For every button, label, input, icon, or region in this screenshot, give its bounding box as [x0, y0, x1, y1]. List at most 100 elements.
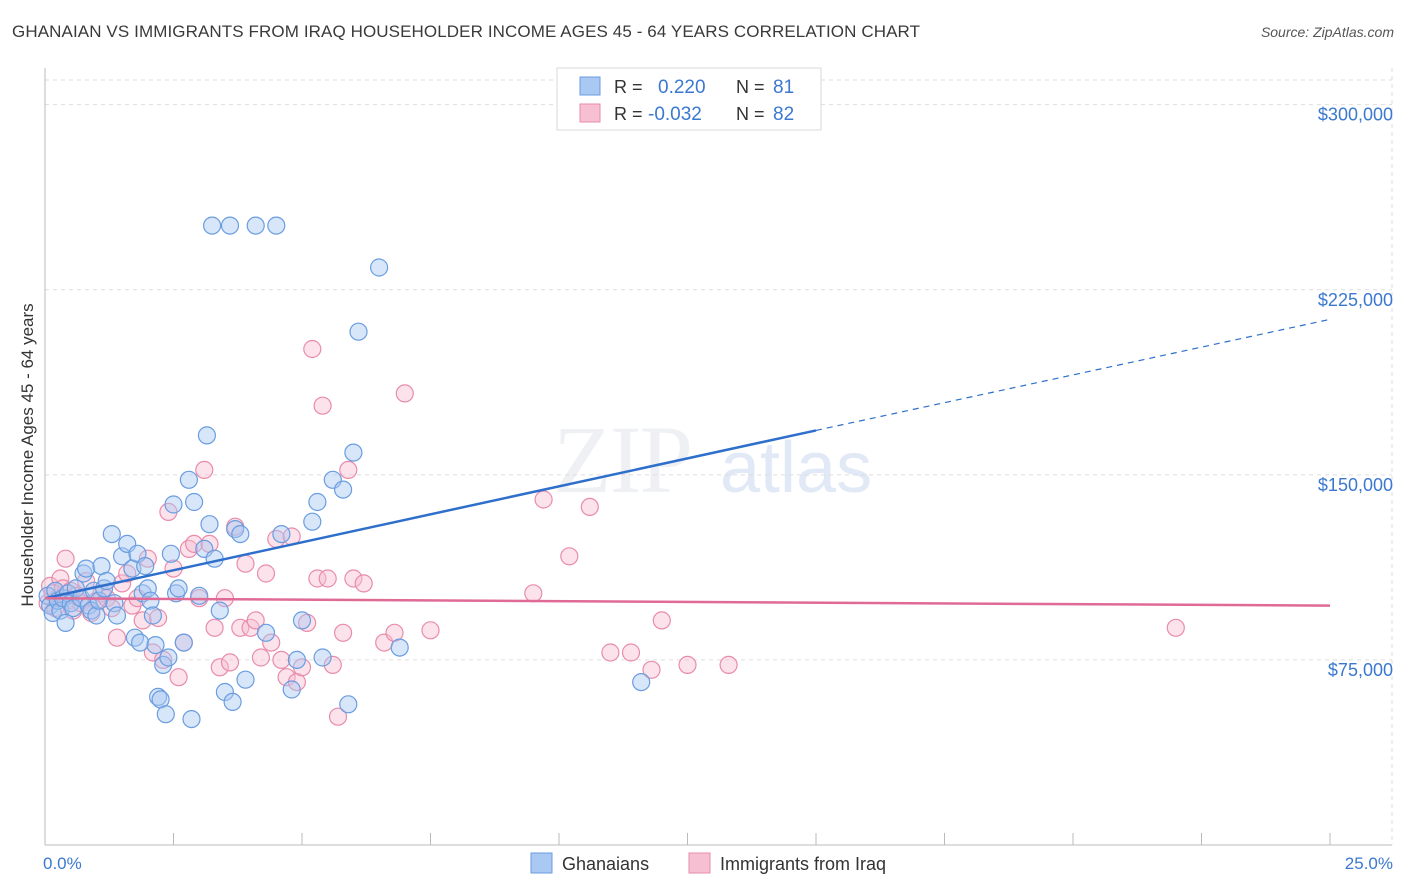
iraq-point-65 [344, 569, 363, 588]
ghanaians-point-65 [256, 623, 276, 642]
ghanaians-point-62 [231, 524, 250, 544]
legend-box: R = 0.220 N = 81 R = -0.032 N = 82 [556, 67, 822, 131]
ghanaians-point-51 [190, 586, 209, 605]
iraq-point-21 [118, 564, 137, 583]
y-tick-label-0: $75,000 [1328, 660, 1393, 680]
x-axis-ticks [44, 833, 1331, 845]
ghanaians-point-13 [74, 564, 93, 583]
ghanaians-point-61 [226, 519, 245, 539]
iraq-point-73 [560, 547, 579, 566]
iraq-point-36 [195, 460, 214, 479]
trend-line-ghanaians [44, 429, 817, 600]
iraq-point-70 [421, 621, 440, 640]
iraq-point-43 [231, 618, 250, 637]
ghanaians-point-36 [143, 606, 162, 625]
iraq-point-46 [246, 611, 265, 630]
iraq-point-72 [534, 490, 553, 509]
ghanaians-point-73 [313, 648, 332, 667]
iraq-point-31 [169, 668, 188, 687]
legend-n-value-1: 81 [773, 77, 794, 98]
iraq-point-39 [210, 658, 229, 677]
iraq-point-49 [262, 633, 281, 652]
iraq-point-57 [303, 339, 322, 359]
ghanaians-point-35 [141, 591, 160, 610]
iraq-point-64 [339, 460, 358, 479]
ghanaians-point-63 [236, 670, 255, 689]
ghanaians-point-50 [185, 492, 204, 512]
trend-lines [44, 318, 1331, 607]
trend-line-ghanaians-projection [815, 318, 1331, 432]
iraq-point-71 [524, 584, 543, 603]
ghanaians-point-18 [87, 606, 106, 625]
iraq-point-77 [642, 660, 661, 679]
iraq-point-34 [185, 534, 204, 554]
watermark-zip: ZIP [553, 406, 691, 513]
legend-r-label-2: R = [614, 104, 643, 124]
ghanaians-point-80 [390, 638, 409, 657]
legend-n-label-1: N = [736, 77, 765, 97]
legend-n-value-2: 82 [773, 104, 794, 125]
ghanaians-point-49 [182, 709, 201, 729]
iraq-point-25 [138, 549, 157, 568]
ghanaians-point-31 [131, 633, 150, 652]
ghanaians-point-78 [349, 322, 368, 341]
ghanaians-point-75 [334, 480, 353, 499]
ghanaians-point-25 [107, 606, 127, 625]
ghanaians-point-16 [82, 601, 101, 620]
y-tick-label-1: $150,000 [1318, 475, 1393, 495]
iraq-point-24 [133, 611, 152, 630]
iraq-point-79 [678, 655, 697, 675]
chart-title: GHANAIAN VS IMMIGRANTS FROM IRAQ HOUSEHO… [12, 22, 921, 41]
ghanaians-point-68 [282, 680, 301, 699]
ghanaians-point-23 [102, 524, 121, 544]
series-iraq-points [38, 339, 1185, 726]
legend-r-label-1: R = [614, 77, 643, 97]
y-axis-label: Householder Income Ages 45 - 64 years [18, 303, 37, 606]
y-tick-label-2: $225,000 [1318, 290, 1393, 310]
legend-n-label-2: N = [736, 104, 765, 124]
ghanaians-point-42 [159, 648, 178, 667]
ghanaians-point-46 [169, 579, 188, 598]
ghanaians-point-53 [197, 426, 216, 445]
ghanaians-point-72 [308, 492, 327, 512]
y-tick-label-3: $300,000 [1318, 105, 1393, 125]
legend-frame [556, 67, 822, 131]
ghanaians-point-38 [149, 687, 168, 707]
iraq-point-63 [334, 623, 353, 642]
ghanaians-point-45 [167, 584, 186, 603]
ghanaians-point-64 [246, 216, 265, 235]
iraq-point-78 [652, 611, 671, 630]
ghanaians-point-14 [76, 559, 96, 578]
chart-source: Source: ZipAtlas.com [1260, 24, 1394, 40]
ghanaians-point-7 [56, 613, 75, 633]
ghanaians-point-56 [205, 549, 224, 568]
bottom-legend-label-ghanaians: Ghanaians [562, 854, 649, 874]
ghanaians-point-66 [267, 216, 286, 235]
iraq-point-48 [256, 564, 276, 583]
ghanaians-point-29 [125, 628, 144, 647]
x-tick-label-min: 0.0% [43, 854, 82, 873]
legend-swatch-iraq [579, 103, 601, 123]
iraq-point-19 [107, 628, 127, 647]
ghanaians-point-77 [344, 443, 363, 462]
iraq-point-69 [395, 384, 414, 403]
gridlines [45, 68, 1393, 845]
bottom-legend-swatch-ghanaians [530, 852, 553, 874]
ghanaians-point-60 [223, 692, 242, 712]
iraq-point-47 [251, 648, 270, 667]
ghanaians-point-67 [272, 524, 291, 544]
ghanaians-point-58 [215, 682, 234, 702]
x-tick-label-max: 25.0% [1345, 854, 1393, 873]
bottom-legend-swatch-iraq [688, 852, 711, 874]
ghanaians-point-69 [287, 650, 306, 670]
ghanaians-point-43 [161, 544, 180, 563]
iraq-point-56 [298, 613, 317, 633]
ghanaians-point-47 [174, 633, 193, 652]
iraq-point-51 [272, 650, 291, 670]
ghanaians-point-55 [203, 216, 222, 235]
iraq-point-76 [621, 643, 641, 662]
iraq-point-74 [580, 497, 599, 516]
ghanaians-point-81 [632, 672, 651, 692]
ghanaians-point-54 [200, 515, 219, 534]
iraq-point-41 [220, 653, 240, 672]
